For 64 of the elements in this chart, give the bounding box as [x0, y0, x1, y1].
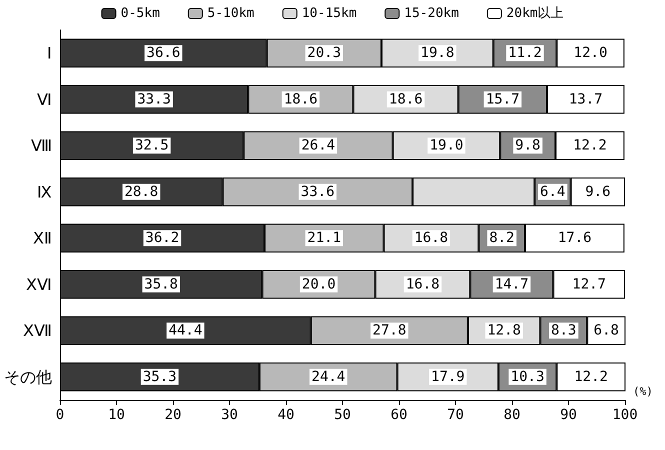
data-label: 12.2 [574, 368, 608, 385]
data-label: 33.6 [300, 184, 334, 200]
data-label: 19.8 [420, 45, 454, 62]
x-tick-label: 90 [560, 407, 577, 423]
legend-label: 0-5km [120, 6, 160, 21]
data-label: 32.5 [134, 138, 169, 154]
data-label: 13.7 [568, 91, 603, 108]
data-label: 16.8 [406, 276, 440, 292]
x-tick-label: 80 [504, 407, 520, 423]
data-label: 9.8 [515, 138, 540, 154]
data-label: 17.6 [558, 230, 592, 246]
data-label: 12.8 [487, 322, 521, 339]
data-label: 44.4 [168, 322, 202, 339]
y-tick-label: Ⅵ [37, 90, 52, 109]
data-label: 35.3 [142, 368, 177, 385]
data-label: 9.6 [585, 184, 611, 200]
legend-label: 20km以上 [506, 6, 564, 21]
data-label: 11.2 [508, 45, 542, 62]
data-label: 17.9 [431, 368, 465, 385]
x-tick-label: 0 [56, 407, 64, 423]
data-label: 33.3 [137, 91, 171, 108]
y-tick-label: その他 [4, 367, 52, 386]
data-label: 14.7 [494, 276, 529, 292]
data-label: 12.7 [572, 276, 606, 292]
y-tick-label: ⅩⅡ [33, 228, 52, 248]
data-label: 6.4 [540, 184, 566, 200]
data-label: 6.8 [594, 322, 619, 339]
legend-label: 10-15km [302, 6, 357, 21]
x-axis-title: (%) [633, 385, 653, 398]
data-label: 21.1 [307, 230, 341, 246]
y-tick-label: ⅩⅦ [23, 321, 52, 340]
data-label: 19.0 [430, 138, 464, 154]
x-tick-label: 50 [334, 407, 351, 423]
data-label: 36.2 [145, 230, 180, 246]
data-label: 15.7 [486, 91, 520, 108]
x-tick-label: 40 [278, 407, 294, 423]
y-tick-label: Ⅷ [31, 136, 52, 156]
x-tick-label: 70 [447, 407, 464, 423]
x-tick-label: 30 [221, 407, 238, 423]
legend-label: 15-20km [404, 6, 460, 21]
data-label: 24.4 [312, 368, 346, 385]
data-label: 20.3 [307, 45, 341, 62]
x-tick-label: 10 [108, 407, 125, 423]
data-label: 12.0 [574, 45, 608, 62]
data-label: 12.2 [573, 138, 607, 154]
x-tick-label: 100 [612, 407, 638, 423]
data-label: 18.6 [284, 91, 318, 108]
y-tick-label: ⅩⅥ [26, 274, 52, 294]
data-label: 36.6 [146, 45, 180, 62]
x-tick-label: 60 [390, 407, 408, 423]
data-label: 28.8 [124, 184, 158, 200]
y-tick-label: Ⅰ [47, 44, 52, 63]
data-label: 18.6 [388, 91, 423, 108]
y-tick-label: Ⅸ [37, 182, 52, 202]
data-label: 16.8 [414, 230, 448, 246]
data-label: 26.4 [301, 138, 336, 154]
data-label: 20.0 [302, 276, 336, 292]
data-label: 27.8 [372, 322, 406, 339]
data-label: 8.2 [489, 230, 514, 246]
data-label: 8.3 [551, 322, 576, 339]
x-tick-label: 20 [164, 407, 182, 423]
legend-label: 5-10km [207, 6, 255, 21]
data-label: 35.8 [144, 276, 178, 292]
data-label: 10.3 [510, 368, 544, 385]
